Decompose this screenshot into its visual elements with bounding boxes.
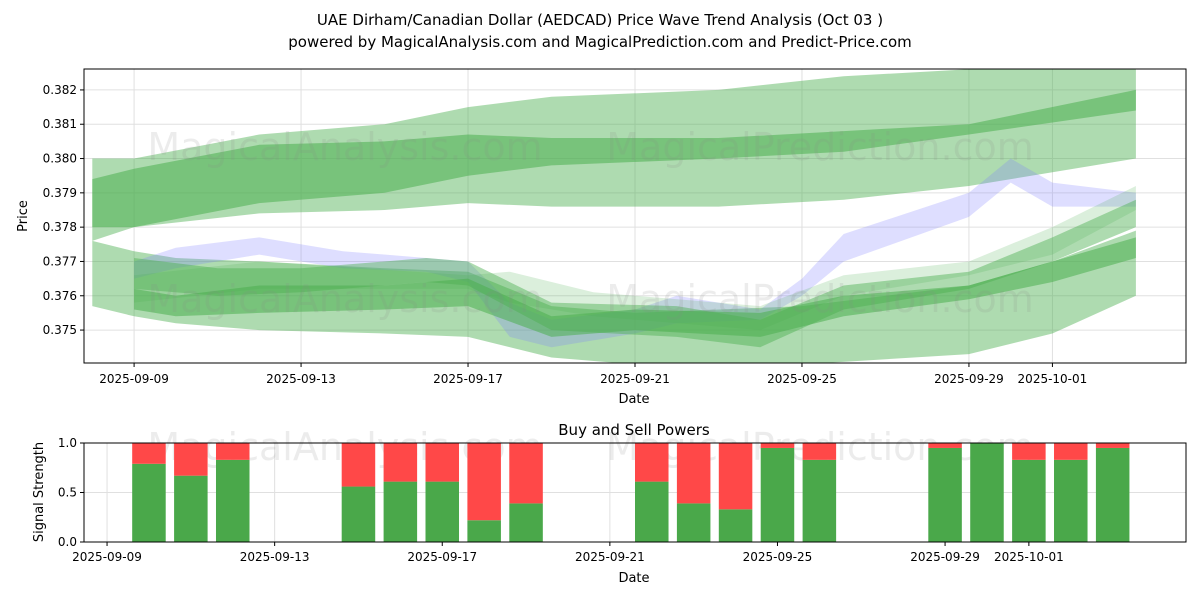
watermark: MagicalPrediction.com: [606, 277, 1034, 321]
y-tick-label: 0.382: [43, 83, 77, 97]
x-tick-label: 2025-09-09: [72, 550, 142, 564]
buy-bar: [132, 463, 166, 542]
price-bands: [92, 69, 1136, 363]
buy-bar: [635, 481, 669, 542]
buy-bar: [718, 509, 753, 542]
y-tick-label: 0.375: [43, 323, 77, 337]
green-wave-band: [134, 186, 1136, 331]
sell-bar: [383, 443, 418, 482]
sell-bar: [635, 443, 669, 482]
buy-bar: [760, 447, 795, 542]
price-ylabel: Price: [16, 200, 31, 232]
x-tick-label: 2025-09-29: [910, 550, 980, 564]
green-wave-band: [134, 237, 1136, 337]
sell-bar: [425, 443, 460, 482]
sell-bar: [1012, 443, 1046, 460]
x-tick-label: 2025-09-09: [99, 372, 169, 386]
y-tick-label: 0.378: [43, 220, 77, 234]
sell-bar: [718, 443, 753, 510]
x-tick-label: 2025-09-17: [433, 372, 503, 386]
buy-bar: [467, 520, 501, 542]
signal-ticks: 0.0 0.5 1.0 2025-09-09 2025-09-13 2025-09-17 2…: [58, 436, 1064, 564]
y-tick-label: 0.5: [58, 486, 77, 500]
x-tick-label: 2025-09-13: [240, 550, 310, 564]
signal-xlabel: Date: [618, 571, 649, 586]
watermark: MagicalAnalysis.com: [147, 277, 542, 321]
buy-bar: [1095, 447, 1130, 542]
x-tick-label: 2025-09-17: [407, 550, 477, 564]
sell-bar: [1054, 443, 1088, 460]
sell-bar: [1095, 443, 1130, 448]
buy-bar: [425, 481, 460, 542]
chart-title: UAE Dirham/Canadian Dollar (AEDCAD) Pric…: [317, 11, 883, 29]
watermark: MagicalPrediction.com: [606, 125, 1034, 169]
sell-bar: [467, 443, 501, 521]
sell-bar: [215, 443, 250, 460]
price-ticks: 0.375 0.376 0.377 0.378 0.379 0.380 0.381 0.382…: [43, 83, 1088, 386]
buy-bar: [174, 475, 208, 542]
buy-bar: [802, 459, 837, 542]
x-tick-label: 2025-10-01: [994, 550, 1064, 564]
x-tick-label: 2025-09-25: [743, 550, 813, 564]
x-tick-label: 2025-09-21: [600, 372, 670, 386]
blue-wave-band: [134, 158, 1136, 348]
buy-bar: [676, 503, 711, 542]
buy-bar: [1054, 459, 1088, 542]
signal-bars: [132, 443, 1130, 542]
x-tick-label: 2025-10-01: [1018, 372, 1088, 386]
x-tick-label: 2025-09-21: [575, 550, 645, 564]
y-tick-label: 0.0: [58, 535, 77, 549]
watermark: MagicalAnalysis.com: [147, 125, 542, 169]
buy-bar: [215, 459, 250, 542]
buy-bar: [509, 503, 543, 542]
sell-bar: [174, 443, 208, 476]
sell-bar: [676, 443, 711, 504]
y-tick-label: 0.381: [43, 117, 77, 131]
buy-bar: [970, 443, 1004, 542]
price-chart: MagicalAnalysis.com MagicalPrediction.co…: [16, 68, 1187, 407]
sell-bar: [802, 443, 837, 460]
buy-bar: [1012, 459, 1046, 542]
price-xlabel: Date: [618, 392, 649, 407]
signal-chart: Buy and Sell Powers MagicalAnalysis.com …: [32, 421, 1187, 586]
buy-bar: [383, 481, 418, 542]
x-tick-label: 2025-09-25: [767, 372, 837, 386]
sell-bar: [760, 443, 795, 448]
y-tick-label: 0.380: [43, 152, 77, 166]
buy-bar: [928, 447, 962, 542]
sell-bar: [341, 443, 376, 487]
green-wave-band: [92, 89, 1136, 228]
y-tick-label: 0.379: [43, 186, 77, 200]
sell-bar: [928, 443, 962, 448]
signal-title: Buy and Sell Powers: [558, 421, 710, 439]
chart-subtitle: powered by MagicalAnalysis.com and Magic…: [288, 33, 912, 51]
y-tick-label: 1.0: [58, 436, 77, 450]
green-wave-band: [92, 230, 1136, 363]
signal-ylabel: Signal Strength: [32, 442, 47, 542]
y-tick-label: 0.376: [43, 289, 77, 303]
buy-bar: [341, 486, 376, 542]
sell-bar: [132, 443, 166, 464]
x-tick-label: 2025-09-29: [934, 372, 1004, 386]
x-tick-label: 2025-09-13: [266, 372, 336, 386]
y-tick-label: 0.377: [43, 254, 77, 268]
sell-bar: [509, 443, 543, 504]
